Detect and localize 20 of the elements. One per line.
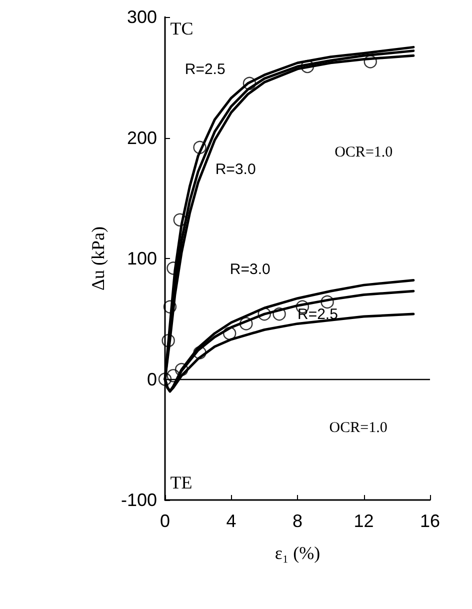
x-tick-label: 0 [160,511,170,531]
annotation: R=3.0 [230,260,270,278]
y-axis-title: Δu (kPa) [88,226,108,291]
x-tick-label: 12 [354,511,374,531]
y-tick-label: 300 [126,7,157,27]
annotation: OCR=1.0 [334,144,393,160]
x-tick-label: 4 [226,511,236,531]
y-tick-label: -100 [120,490,157,510]
x-axis-title: ε₁ (%) [274,543,320,563]
y-tick-label: 0 [146,369,157,390]
annotation: TE [170,472,192,492]
x-tick-label: 8 [292,511,303,531]
annotation: OCR=1.0 [329,420,388,436]
y-tick-label: 200 [126,128,157,148]
annotation: R=2.5 [184,60,226,78]
annotation: R=2.5 [298,306,338,323]
y-tick-label: 100 [126,248,157,268]
annotation: R=3.0 [215,160,256,178]
annotation: TC [170,18,194,38]
x-tick-label: 16 [420,511,440,531]
